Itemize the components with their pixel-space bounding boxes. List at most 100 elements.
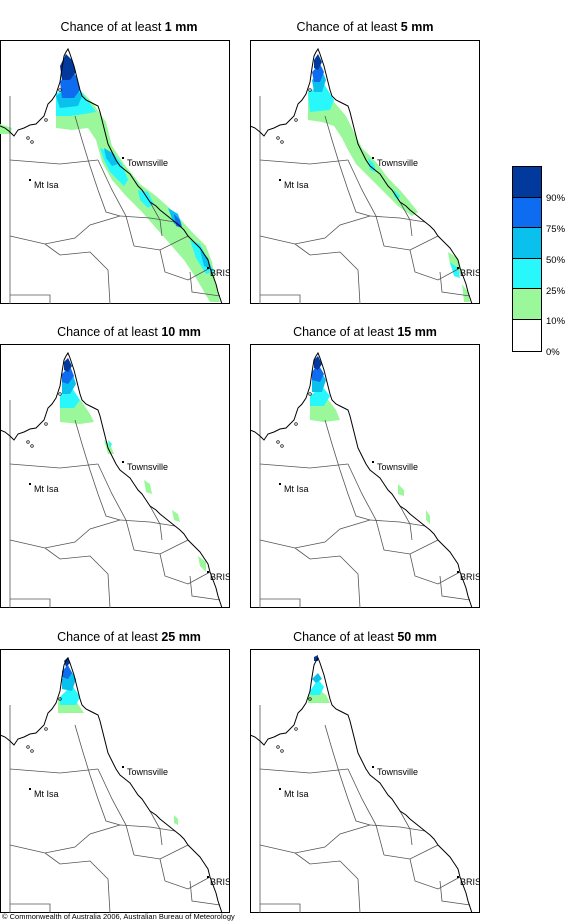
- map-50mm: Townsville Mt Isa BRIS: [250, 649, 480, 913]
- district-border: [439, 575, 471, 601]
- probability-area: [368, 158, 376, 172]
- title-prefix: Chance of at least: [293, 325, 394, 339]
- place-bris-marker: [457, 267, 459, 269]
- probability-area: [398, 484, 404, 496]
- place-mt-isa-marker: [29, 483, 31, 485]
- district-border: [74, 115, 121, 217]
- district-border: [324, 724, 371, 826]
- district-border: [409, 553, 461, 585]
- probability-area: [394, 190, 400, 200]
- place-bris-marker: [457, 571, 459, 573]
- island: [26, 136, 30, 140]
- district-border: [74, 419, 121, 521]
- place-townsville-label: Townsville: [377, 462, 418, 472]
- district-border: [347, 463, 385, 551]
- district-border: [149, 810, 163, 846]
- title-prefix: Chance of at least: [296, 20, 398, 34]
- district-border: [9, 824, 121, 854]
- place-townsville-marker: [372, 157, 374, 159]
- district-border: [294, 852, 361, 913]
- probability-area: [314, 356, 322, 370]
- island: [58, 88, 62, 92]
- island: [44, 727, 48, 731]
- probability-area: [198, 556, 206, 572]
- island: [280, 444, 284, 448]
- island: [30, 749, 34, 753]
- island: [294, 422, 298, 426]
- district-border: [409, 249, 461, 281]
- place-bris-label: BRIS: [210, 877, 230, 887]
- island: [26, 745, 30, 749]
- island: [30, 444, 34, 448]
- district-border: [259, 463, 349, 469]
- panel-title-10mm: Chance of at least 10 mm: [14, 325, 244, 339]
- district-border: [9, 463, 99, 469]
- title-amount: 1 mm: [164, 20, 198, 34]
- district-border: [259, 159, 349, 165]
- district-border: [149, 201, 163, 237]
- map-10mm: Townsville Mt Isa BRIS: [0, 344, 230, 608]
- island: [276, 136, 280, 140]
- probability-area: [62, 669, 76, 691]
- legend-label-25: 25%: [546, 286, 566, 297]
- district-border: [294, 243, 361, 304]
- district-border: [9, 519, 121, 549]
- probability-area: [62, 665, 72, 679]
- island: [44, 422, 48, 426]
- title-prefix: Chance of at least: [57, 630, 158, 644]
- district-border: [439, 880, 471, 906]
- place-mt-isa-marker: [279, 788, 281, 790]
- island: [308, 88, 312, 92]
- probability-area: [104, 148, 118, 166]
- place-townsville-marker: [122, 157, 124, 159]
- map-frame: [0, 344, 230, 608]
- place-bris-label: BRIS: [460, 572, 480, 582]
- district-border: [369, 215, 426, 223]
- island: [26, 440, 30, 444]
- place-mt-isa-marker: [279, 179, 281, 181]
- place-mt-isa-marker: [29, 788, 31, 790]
- place-bris-label: BRIS: [460, 877, 480, 887]
- district-border: [324, 115, 371, 217]
- district-border: [44, 547, 111, 608]
- probability-area: [144, 480, 152, 494]
- probability-area: [426, 510, 430, 524]
- probability-area: [174, 815, 178, 825]
- legend-swatch-10: [513, 289, 541, 320]
- place-mt-isa-marker: [279, 483, 281, 485]
- place-townsville-label: Townsville: [377, 158, 418, 168]
- place-bris-marker: [457, 876, 459, 878]
- legend-label-75: 75%: [546, 224, 566, 235]
- legend-label-0: 0%: [546, 347, 560, 358]
- place-townsville-marker: [372, 766, 374, 768]
- panel-title-15mm: Chance of at least 15 mm: [250, 325, 480, 339]
- probability-area: [174, 214, 182, 228]
- district-border: [9, 159, 99, 165]
- district-border: [259, 768, 349, 774]
- district-border: [369, 519, 426, 527]
- district-border: [44, 243, 111, 304]
- map-5mm: Townsville Mt Isa BRIS: [250, 40, 480, 304]
- legend-label-10: 10%: [546, 316, 566, 327]
- district-border: [119, 215, 176, 223]
- district-border: [260, 903, 301, 913]
- district-border: [347, 159, 385, 247]
- district-border: [409, 858, 461, 890]
- district-border: [439, 271, 471, 297]
- title-prefix: Chance of at least: [57, 325, 158, 339]
- probability-area: [314, 54, 322, 70]
- island: [30, 140, 34, 144]
- probability-area: [448, 252, 462, 276]
- probability-area: [310, 679, 324, 695]
- island: [280, 749, 284, 753]
- district-border: [294, 547, 361, 608]
- district-border: [119, 824, 176, 832]
- panel-title-5mm: Chance of at least 5 mm: [250, 20, 480, 34]
- place-mt-isa-label: Mt Isa: [284, 180, 309, 190]
- legend-swatch-25: [513, 258, 541, 290]
- probability-area: [450, 262, 460, 278]
- district-border: [9, 215, 121, 245]
- map-25mm: Townsville Mt Isa BRIS: [0, 649, 230, 913]
- place-townsville-marker: [122, 461, 124, 463]
- district-border: [97, 768, 135, 856]
